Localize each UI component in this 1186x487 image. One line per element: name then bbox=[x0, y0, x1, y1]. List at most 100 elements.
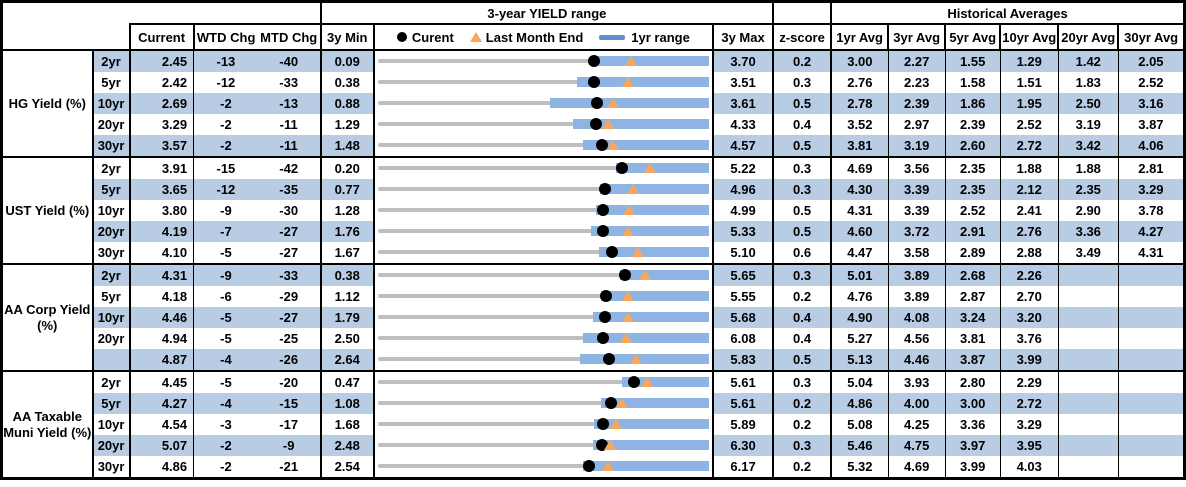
tenor-label: 5yr bbox=[92, 393, 131, 414]
avg-value: 2.39 bbox=[945, 114, 1001, 135]
avg-value: 2.52 bbox=[945, 200, 1001, 221]
current-value: 2.42 bbox=[129, 72, 195, 93]
last-month-end-triangle bbox=[624, 56, 637, 66]
max-3y-value: 6.08 bbox=[713, 328, 775, 349]
z-score-value: 0.5 bbox=[773, 93, 833, 114]
legend-current: Curent bbox=[396, 30, 454, 45]
avg-value: 2.78 bbox=[831, 93, 889, 114]
mtd-chg-value: -25 bbox=[257, 328, 322, 349]
table-row: AA Taxable Muni Yield (%) 2yr 4.45 -5 -20 0.4… bbox=[1, 370, 1185, 479]
max-3y-value: 5.33 bbox=[713, 221, 775, 242]
current-value: 3.80 bbox=[129, 200, 195, 221]
mtd-chg-value: -26 bbox=[257, 349, 322, 371]
range-3y-line bbox=[378, 357, 709, 361]
z-score-value: 0.2 bbox=[773, 393, 833, 414]
table-row: UST Yield (%) 2yr 3.91 -15 -42 0.20 5.22 0.3 4.6… bbox=[1, 156, 1185, 264]
avg-value: 3.78 bbox=[1138, 203, 1164, 218]
z-score-value: 0.2 bbox=[773, 49, 833, 72]
avg-value: 3.19 bbox=[888, 135, 946, 157]
avg-value: 1.42 bbox=[1058, 49, 1119, 72]
avg-value: 2.76 bbox=[831, 72, 889, 93]
avg-value: 4.31 bbox=[831, 200, 889, 221]
mtd-chg-value: -30 bbox=[257, 200, 322, 221]
avg-value: 4.00 bbox=[888, 393, 946, 414]
range-1y-bar bbox=[572, 119, 709, 129]
last-month-end-triangle bbox=[607, 140, 620, 150]
range-3y-line bbox=[378, 250, 709, 254]
current-dot bbox=[588, 55, 601, 67]
range-3y-line bbox=[378, 336, 709, 340]
legend-last-month-end: Last Month End bbox=[469, 30, 583, 45]
last-month-end-triangle bbox=[640, 377, 653, 387]
avg-value: 2.12 bbox=[1000, 179, 1059, 200]
z-score-value: 0.2 bbox=[773, 456, 833, 479]
avg-value bbox=[1118, 456, 1184, 479]
range-1y-bar bbox=[599, 184, 709, 194]
min-3y-value: 0.38 bbox=[320, 72, 375, 93]
avg-value: 3.99 bbox=[1000, 349, 1059, 371]
current-value: 4.54 bbox=[129, 414, 195, 435]
wtd-chg-value: -4 bbox=[193, 393, 258, 414]
max-3y-value: 3.51 bbox=[713, 72, 775, 93]
tenor-label: 2yr bbox=[92, 156, 131, 179]
avg-value: 3.93 bbox=[888, 370, 946, 393]
avg-value: 2.41 bbox=[1000, 200, 1059, 221]
mtd-chg-value: -33 bbox=[257, 263, 322, 286]
range-3y-line bbox=[378, 380, 709, 384]
yield-range-chart bbox=[373, 393, 715, 414]
avg-value: 3.52 bbox=[831, 114, 889, 135]
avg-value bbox=[1058, 435, 1119, 456]
tenor-label: 10yr bbox=[92, 414, 131, 435]
col-header-20yr-avg: 20yr Avg bbox=[1057, 23, 1120, 51]
max-3y-value: 6.30 bbox=[713, 435, 775, 456]
col-header-30yr-avg: 30yr Avg bbox=[1117, 23, 1186, 51]
range-1y-bar bbox=[601, 291, 709, 301]
min-3y-value: 1.12 bbox=[320, 286, 375, 307]
avg-value: 5.27 bbox=[831, 328, 889, 349]
tenor-label: 10yr bbox=[92, 200, 131, 221]
table-row: 10yr 4.46 -5 -27 1.79 5.68 0.4 4.90 4.08 3.24 3.20 bbox=[2, 307, 1185, 328]
yield-range-chart bbox=[373, 135, 715, 157]
col-header-1yr-avg: 1yr Avg bbox=[830, 23, 890, 51]
avg-value bbox=[1058, 370, 1119, 393]
group-label: HG Yield (%) bbox=[1, 49, 94, 157]
avg-value: 2.26 bbox=[1000, 263, 1059, 286]
tenor-label bbox=[92, 349, 131, 371]
last-month-end-triangle bbox=[610, 419, 622, 429]
avg-value: 2.23 bbox=[888, 72, 946, 93]
max-3y-value: 4.99 bbox=[713, 200, 775, 221]
wtd-chg-value: -4 bbox=[193, 349, 258, 371]
avg-value: 3.76 bbox=[1000, 328, 1059, 349]
avg-value: 1.95 bbox=[1000, 93, 1059, 114]
max-3y-value: 5.61 bbox=[713, 393, 775, 414]
col-header-3y-min: 3y Min bbox=[319, 23, 375, 51]
mtd-chg-value: -27 bbox=[257, 221, 322, 242]
avg-value: 1.83 bbox=[1058, 72, 1119, 93]
chart-section-title: 3-year YIELD range bbox=[319, 0, 775, 25]
current-value: 3.91 bbox=[129, 156, 195, 179]
col-header-5yr-avg: 5yr Avg bbox=[944, 23, 1002, 51]
avg-value bbox=[1058, 263, 1119, 286]
avg-value: 4.46 bbox=[888, 349, 946, 371]
avg-value bbox=[1058, 307, 1119, 328]
avg-value: 2.88 bbox=[1000, 242, 1059, 264]
yield-range-chart bbox=[373, 286, 715, 307]
current-dot bbox=[604, 397, 617, 409]
z-score-value: 0.3 bbox=[773, 72, 833, 93]
current-value: 4.19 bbox=[129, 221, 195, 242]
yield-range-chart bbox=[373, 156, 715, 179]
avg-value: 4.56 bbox=[888, 328, 946, 349]
range-3y-line bbox=[378, 273, 709, 277]
avg-value: 4.30 bbox=[831, 179, 889, 200]
min-3y-value: 1.68 bbox=[320, 414, 375, 435]
z-score-value: 0.4 bbox=[773, 328, 833, 349]
current-value: 4.27 bbox=[129, 393, 195, 414]
avg-value: 3.89 bbox=[888, 286, 946, 307]
avg-value: 2.35 bbox=[945, 156, 1001, 179]
avg-value: 2.68 bbox=[945, 263, 1001, 286]
max-3y-value: 5.68 bbox=[713, 307, 775, 328]
mtd-chg-value: -13 bbox=[257, 93, 322, 114]
tenor-label: 20yr bbox=[92, 328, 131, 349]
avg-value bbox=[1118, 349, 1185, 371]
